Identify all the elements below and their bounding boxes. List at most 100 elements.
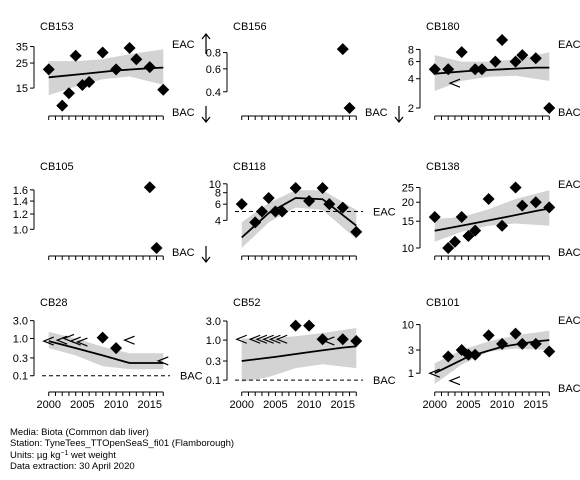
data-point xyxy=(482,329,495,342)
data-point xyxy=(249,216,262,229)
data-point xyxy=(316,333,329,346)
footer-units: Units: µg kg−1 wet weight xyxy=(10,450,234,461)
data-point xyxy=(442,242,455,254)
panel-title: CB138 xyxy=(426,161,460,173)
assessment-label-eac: EAC xyxy=(558,179,580,191)
data-point xyxy=(455,46,468,59)
y-tick-label: 1.0 xyxy=(206,335,221,347)
data-point xyxy=(323,198,336,211)
data-point xyxy=(83,75,96,88)
y-tick-label: 2 xyxy=(408,103,414,115)
confidence-band xyxy=(48,331,164,370)
data-point xyxy=(110,63,123,76)
data-point xyxy=(516,49,529,62)
data-point xyxy=(475,63,488,76)
y-tick-label: 10 xyxy=(209,179,221,191)
data-point xyxy=(303,319,316,332)
data-point xyxy=(69,49,82,62)
data-point xyxy=(255,205,268,218)
x-tick-label: 2010 xyxy=(104,399,128,411)
panel-title: CB156 xyxy=(233,21,267,33)
assessment-label-eac: EAC xyxy=(172,39,195,51)
data-point xyxy=(157,83,170,96)
panel-cb52: CB52 0.1 0.3 1.0 3.0 2000 2005 2010 2015 BAC xyxy=(206,297,396,411)
data-point xyxy=(56,99,69,112)
data-point xyxy=(516,337,529,350)
panel-title: CB105 xyxy=(40,161,74,173)
footer-units-suffix: wet weight xyxy=(68,449,116,461)
assessment-label-bac: BAC xyxy=(172,247,195,259)
trend-line xyxy=(434,207,550,232)
x-tick-label: 2000 xyxy=(36,399,60,411)
data-point xyxy=(442,63,455,76)
assessment-label-bac: BAC xyxy=(558,107,580,119)
x-tick-label: 2015 xyxy=(138,399,162,411)
data-point xyxy=(143,61,156,74)
y-tick-label: 10 xyxy=(402,243,414,255)
panel-title: CB153 xyxy=(40,21,74,33)
y-tick-label: 25 xyxy=(16,58,28,70)
y-tick-label: 8 xyxy=(408,44,414,56)
y-tick-label: 1.4 xyxy=(13,196,28,208)
data-point xyxy=(496,337,509,350)
footer-media: Media: Biota (Common dab liver) xyxy=(10,427,149,438)
panel-title: CB52 xyxy=(233,297,261,309)
y-tick-label: 0.1 xyxy=(13,371,28,383)
y-tick-label: 15 xyxy=(16,83,28,95)
y-tick-label: 3 xyxy=(408,345,414,357)
assessment-label-bac: BAC xyxy=(180,371,203,383)
footer-units-prefix: Units: µg kg xyxy=(10,449,61,461)
assessment-label-eac: EAC xyxy=(373,206,396,218)
y-tick-label: 3.0 xyxy=(13,316,28,328)
x-tick-label: 2005 xyxy=(456,399,480,411)
less-than-marker xyxy=(275,334,288,344)
data-point xyxy=(543,345,556,358)
data-point xyxy=(529,337,542,350)
data-point xyxy=(350,225,363,238)
assessment-label-bac: BAC xyxy=(558,383,580,395)
y-tick-label: 0.1 xyxy=(206,375,221,387)
less-than-marker xyxy=(42,336,54,346)
less-than-marker xyxy=(69,336,81,346)
up-arrow-icon xyxy=(201,33,211,54)
data-point xyxy=(462,348,475,361)
less-than-marker xyxy=(448,376,461,386)
data-point xyxy=(489,55,502,68)
y-tick-label: 6 xyxy=(408,57,414,69)
assessment-label-bac: BAC xyxy=(365,107,388,119)
data-point xyxy=(42,63,55,76)
x-tick-label: 2005 xyxy=(263,399,287,411)
data-point xyxy=(96,46,109,59)
panel-cb101: CB101 1 3 10 2000 2005 2010 2015 EAC BAC xyxy=(402,297,580,411)
assessment-label-bac: BAC xyxy=(172,107,195,119)
data-point xyxy=(150,242,163,254)
footer-extraction: Data extraction: 30 April 2020 xyxy=(10,461,135,473)
panel-title: CB180 xyxy=(426,21,460,33)
less-than-marker xyxy=(428,368,440,378)
y-tick-label: 1.2 xyxy=(13,209,28,221)
y-tick-label: 0.3 xyxy=(206,356,221,368)
trend-line xyxy=(241,345,357,362)
y-tick-label: 10 xyxy=(402,320,414,332)
data-point xyxy=(336,43,349,56)
data-point xyxy=(130,53,143,66)
down-arrow-icon xyxy=(201,106,211,123)
panel-cb153: CB153 15 25 35 EAC BAC xyxy=(16,21,211,123)
y-tick-label: 20 xyxy=(402,197,414,209)
figure-footer: Media: Biota (Common dab liver) Station:… xyxy=(10,427,234,473)
y-tick-label: 1.0 xyxy=(13,333,28,345)
y-tick-label: 4 xyxy=(215,215,221,227)
less-than-marker xyxy=(322,336,335,346)
data-point xyxy=(509,327,522,340)
assessment-label-eac: EAC xyxy=(558,315,580,327)
data-point xyxy=(336,201,349,214)
x-tick-label: 2000 xyxy=(422,399,446,411)
down-arrow-icon xyxy=(201,246,211,263)
less-than-marker xyxy=(448,78,461,88)
less-than-marker xyxy=(75,337,88,347)
y-tick-label: 35 xyxy=(16,42,28,54)
data-point xyxy=(428,210,441,223)
data-point xyxy=(289,182,302,195)
data-point xyxy=(235,198,248,211)
panel-cb180: CB180 2 4 68 EAC BAC xyxy=(408,21,580,120)
